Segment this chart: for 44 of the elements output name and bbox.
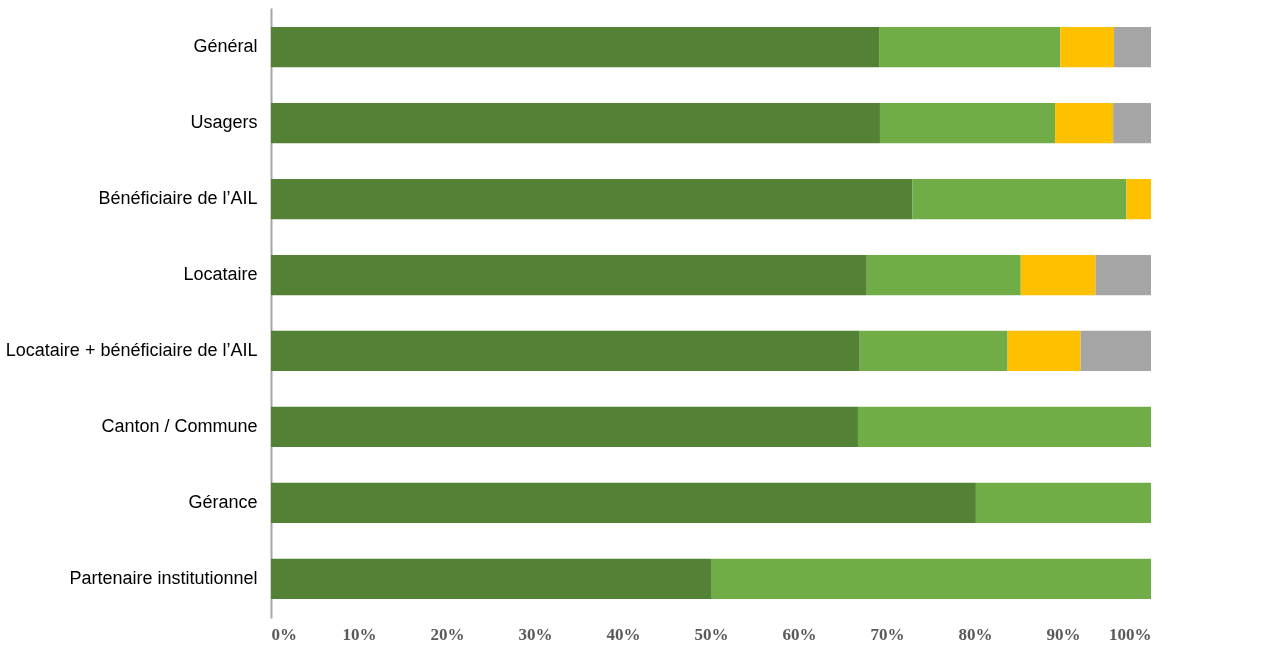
bar bbox=[912, 178, 1127, 220]
bar bbox=[1020, 254, 1096, 296]
bar bbox=[1060, 26, 1115, 68]
bar bbox=[1080, 330, 1151, 372]
bar bbox=[271, 26, 880, 68]
bar bbox=[1113, 102, 1151, 144]
x-tick-label: 50% bbox=[694, 624, 729, 644]
bar bbox=[271, 406, 858, 448]
bar bbox=[271, 178, 913, 220]
bar bbox=[1055, 102, 1114, 144]
y-tick-label: Locataire + bénéficiaire de l’AIL bbox=[5, 339, 258, 360]
bar bbox=[271, 254, 867, 296]
x-tick-label: 20% bbox=[430, 624, 465, 644]
bar bbox=[711, 558, 1151, 600]
x-tick-label: 70% bbox=[870, 624, 905, 644]
bar bbox=[1007, 330, 1081, 372]
bar bbox=[271, 102, 880, 144]
y-tick-label: Partenaire institutionnel bbox=[69, 567, 258, 588]
y-tick-label: Usagers bbox=[190, 112, 258, 133]
y-tick-label: Gérance bbox=[188, 491, 258, 512]
bar bbox=[1095, 254, 1151, 296]
x-tick-label: 100% bbox=[1109, 624, 1152, 644]
bar bbox=[1114, 26, 1151, 68]
x-tick-label: 40% bbox=[606, 624, 641, 644]
bar bbox=[859, 330, 1008, 372]
x-tick-label: 90% bbox=[1046, 624, 1081, 644]
x-tick-label: 30% bbox=[518, 624, 553, 644]
x-tick-label: 0% bbox=[271, 624, 297, 644]
y-tick-label: Bénéficiaire de l’AIL bbox=[98, 188, 258, 209]
x-tick-label: 10% bbox=[342, 624, 377, 644]
y-tick-label: Locataire bbox=[183, 264, 258, 285]
bar bbox=[975, 482, 1151, 524]
bar bbox=[1126, 178, 1151, 220]
bar bbox=[879, 102, 1056, 144]
y-tick-label: Canton / Commune bbox=[101, 415, 258, 436]
bar bbox=[879, 26, 1061, 68]
bar bbox=[271, 330, 860, 372]
x-tick-label: 80% bbox=[958, 624, 993, 644]
bar bbox=[271, 482, 976, 524]
bar bbox=[271, 558, 711, 600]
bar bbox=[857, 406, 1151, 448]
y-tick-label: Général bbox=[193, 36, 258, 57]
x-tick-label: 60% bbox=[782, 624, 817, 644]
bar bbox=[866, 254, 1021, 296]
